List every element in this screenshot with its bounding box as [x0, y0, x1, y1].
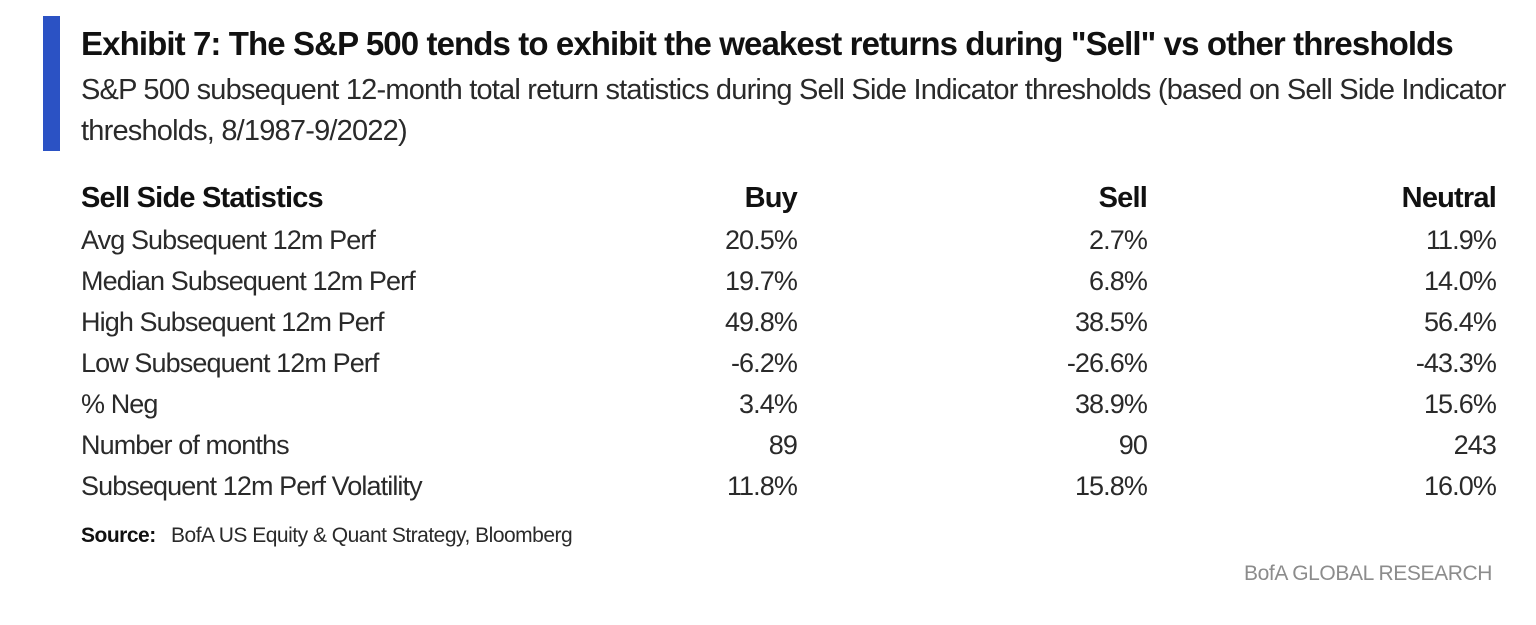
- table-row: Number of months 89 90 243: [81, 425, 1497, 466]
- cell-sell: 90: [1118, 430, 1148, 460]
- row-label: Low Subsequent 12m Perf: [81, 348, 379, 378]
- brand-label: BofA GLOBAL RESEARCH: [1244, 562, 1492, 585]
- column-header-neutral: Neutral: [1401, 181, 1497, 214]
- table-row: Avg Subsequent 12m Perf 20.5% 2.7% 11.9%: [81, 220, 1497, 261]
- source-label: Source:: [81, 524, 156, 547]
- accent-bar: [43, 16, 60, 151]
- cell-neutral: -43.3%: [1415, 348, 1497, 378]
- cell-buy: 19.7%: [724, 266, 798, 296]
- cell-neutral: 14.0%: [1423, 266, 1497, 296]
- cell-neutral: 11.9%: [1425, 225, 1497, 255]
- cell-buy: 89: [768, 430, 798, 460]
- table-row: High Subsequent 12m Perf 49.8% 38.5% 56.…: [81, 302, 1497, 343]
- table-header-row: Sell Side Statistics Buy Sell Neutral: [81, 176, 1497, 220]
- exhibit-title: Exhibit 7: The S&P 500 tends to exhibit …: [81, 25, 1454, 62]
- cell-sell: 38.5%: [1074, 307, 1148, 337]
- table-row: % Neg 3.4% 38.9% 15.6%: [81, 384, 1497, 425]
- column-header-sell: Sell: [1098, 181, 1148, 214]
- cell-buy: 3.4%: [739, 389, 798, 419]
- row-label: Avg Subsequent 12m Perf: [81, 225, 376, 255]
- statistics-table: Sell Side Statistics Buy Sell Neutral Av…: [81, 176, 1497, 507]
- cell-sell: 6.8%: [1089, 266, 1148, 296]
- cell-buy: 20.5%: [724, 225, 798, 255]
- cell-sell: -26.6%: [1066, 348, 1148, 378]
- column-header-buy: Buy: [744, 181, 798, 214]
- table-row: Low Subsequent 12m Perf -6.2% -26.6% -43…: [81, 343, 1497, 384]
- cell-sell: 15.8%: [1074, 471, 1148, 501]
- cell-buy: -6.2%: [730, 348, 798, 378]
- table-row: Subsequent 12m Perf Volatility 11.8% 15.…: [81, 466, 1497, 507]
- cell-neutral: 243: [1453, 430, 1497, 460]
- column-header-statistics: Sell Side Statistics: [81, 181, 324, 214]
- row-label: Number of months: [81, 430, 290, 460]
- exhibit-subtitle: S&P 500 subsequent 12-month total return…: [81, 74, 1506, 147]
- row-label: Median Subsequent 12m Perf: [81, 266, 416, 296]
- table-row: Median Subsequent 12m Perf 19.7% 6.8% 14…: [81, 261, 1497, 302]
- cell-neutral: 15.6%: [1423, 389, 1497, 419]
- source-note: Source: BofA US Equity & Quant Strategy,…: [81, 524, 573, 548]
- cell-sell: 2.7%: [1089, 225, 1148, 255]
- row-label: % Neg: [81, 389, 158, 419]
- cell-sell: 38.9%: [1074, 389, 1148, 419]
- row-label: High Subsequent 12m Perf: [81, 307, 385, 337]
- source-text: BofA US Equity & Quant Strategy, Bloombe…: [171, 524, 573, 547]
- row-label: Subsequent 12m Perf Volatility: [81, 471, 423, 501]
- cell-neutral: 16.0%: [1423, 471, 1497, 501]
- cell-neutral: 56.4%: [1423, 307, 1497, 337]
- cell-buy: 11.8%: [726, 471, 798, 501]
- cell-buy: 49.8%: [724, 307, 798, 337]
